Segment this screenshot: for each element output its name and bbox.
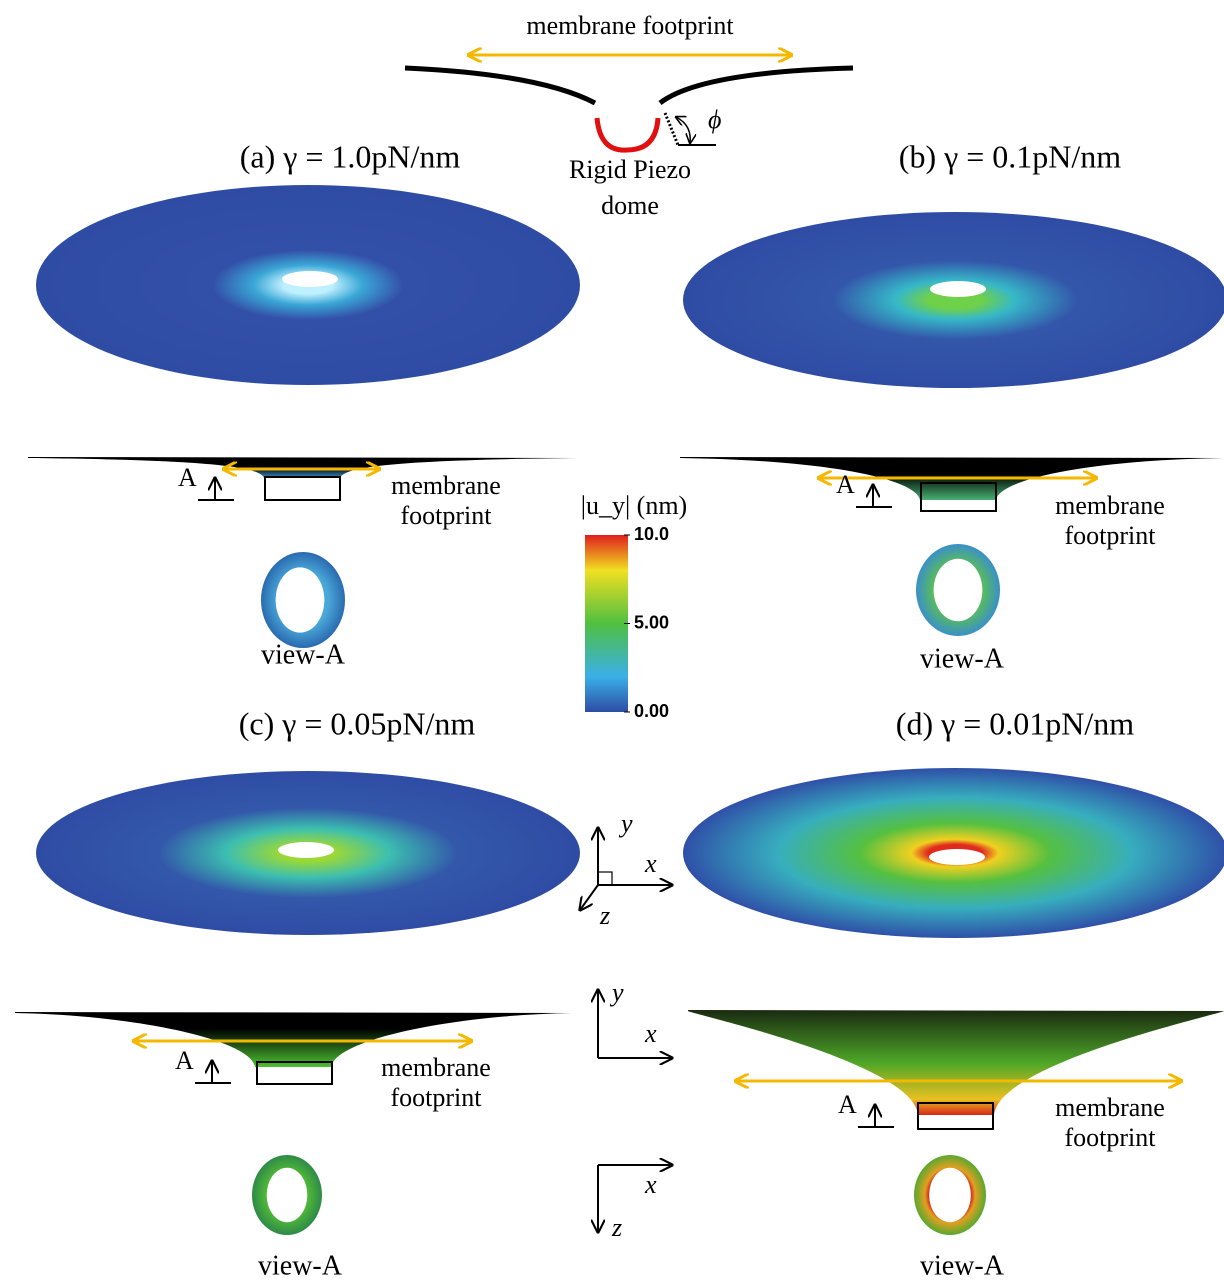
panel-title: (d) γ = 0.01pN/nm — [896, 705, 1135, 741]
section-label: A — [838, 1090, 857, 1119]
view-a-hole — [934, 559, 983, 622]
page: {"schematic": {"footprint_label": "membr… — [0, 0, 1224, 1281]
footprint-label: membrane — [381, 1053, 491, 1082]
view-a-hole — [267, 1168, 308, 1222]
angle-label: ϕ — [708, 105, 721, 134]
axis-label: y — [609, 978, 624, 1007]
membrane-curve — [660, 68, 853, 103]
footprint-label: footprint — [1065, 521, 1157, 550]
panel-title: (a) γ = 1.0pN/nm — [240, 138, 461, 174]
axis-label: x — [644, 1170, 657, 1199]
footprint-label: footprint — [391, 1083, 483, 1112]
footprint-label: membrane footprint — [526, 11, 734, 40]
dome-label: dome — [601, 191, 659, 220]
section-label: A — [836, 470, 855, 499]
axis-label: x — [644, 1019, 657, 1048]
pore — [930, 281, 986, 297]
angle-arc — [676, 117, 690, 143]
membrane-top-view — [683, 212, 1224, 388]
axis-label: z — [599, 901, 610, 930]
pore — [929, 849, 985, 865]
footprint-label: footprint — [401, 501, 493, 530]
section-label: A — [175, 1046, 194, 1075]
colorbar — [585, 535, 628, 712]
axis-label: x — [644, 849, 657, 878]
view-label: view-A — [920, 643, 1005, 674]
view-label: view-A — [261, 639, 346, 670]
view-label: view-A — [920, 1250, 1005, 1281]
colorbar-tick-label: 0.00 — [634, 701, 669, 721]
section-label: A — [178, 463, 197, 492]
dome-label: Rigid Piezo — [569, 155, 691, 184]
colorbar-title: |u_y| (nm) — [581, 491, 687, 520]
axis-label: z — [611, 1213, 622, 1242]
footprint-label: footprint — [1065, 1123, 1157, 1152]
panel-title: (b) γ = 0.1pN/nm — [899, 138, 1122, 174]
axes-triad — [580, 828, 672, 1232]
piezo-dome — [597, 118, 658, 150]
footprint-label: membrane — [1055, 491, 1165, 520]
pore — [282, 271, 338, 287]
dome-box — [265, 477, 340, 500]
panel-title: (c) γ = 0.05pN/nm — [239, 705, 476, 741]
membrane-curve — [405, 68, 595, 103]
view-a-hole — [929, 1168, 971, 1222]
view-label: view-A — [258, 1250, 343, 1281]
view-a-hole — [276, 567, 325, 632]
pore — [278, 842, 334, 858]
colorbar-tick-label: 5.00 — [634, 612, 669, 632]
footprint-label: membrane — [391, 471, 501, 500]
footprint-label: membrane — [1055, 1093, 1165, 1122]
axis-label: y — [618, 809, 633, 838]
colorbar-tick-label: 10.0 — [634, 524, 669, 544]
figure: membrane footprint Rigid Piezo dome ϕ |u… — [0, 0, 1224, 1281]
